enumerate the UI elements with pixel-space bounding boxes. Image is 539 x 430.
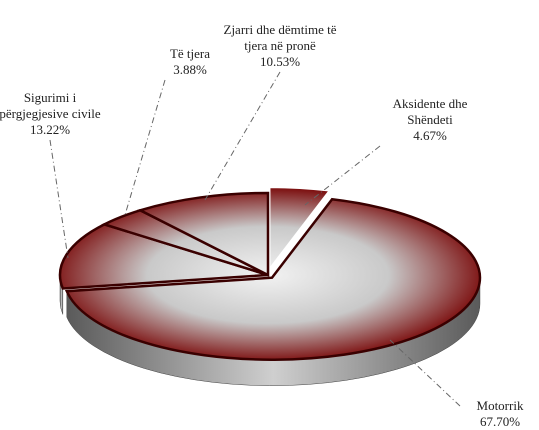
slice-value: 67.70% xyxy=(479,414,521,429)
slice-name: Sigurimi i përgjegjesive civile xyxy=(0,90,101,121)
data-label: Të tjera 3.88% xyxy=(155,46,225,78)
leader-line xyxy=(49,139,69,259)
slice xyxy=(64,197,482,361)
data-label: Zjarri dhe dëmtime të tjera në pronë 10.5… xyxy=(215,22,345,70)
data-label: Aksidente dhe Shëndeti 4.67% xyxy=(370,96,490,144)
slice-value: 10.53% xyxy=(259,54,301,69)
data-label: Motorrik 67.70% xyxy=(460,398,539,430)
slice-name: Aksidente dhe Shëndeti xyxy=(392,96,468,127)
data-label: Sigurimi i përgjegjesive civile 13.22% xyxy=(0,90,105,138)
slice-value: 3.88% xyxy=(173,62,207,77)
slice-name: Zjarri dhe dëmtime të tjera në pronë xyxy=(223,22,337,53)
leader-line xyxy=(389,339,461,407)
slice-value: 4.67% xyxy=(413,128,447,143)
slice xyxy=(136,191,270,278)
slice xyxy=(58,223,269,290)
slice-value: 13.22% xyxy=(29,122,71,137)
slice xyxy=(268,186,332,273)
slice-name: Motorrik xyxy=(476,398,524,413)
leader-line xyxy=(124,79,166,216)
leader-line xyxy=(204,71,281,201)
leader-line xyxy=(304,145,381,206)
slice-name: Të tjera xyxy=(169,46,211,61)
